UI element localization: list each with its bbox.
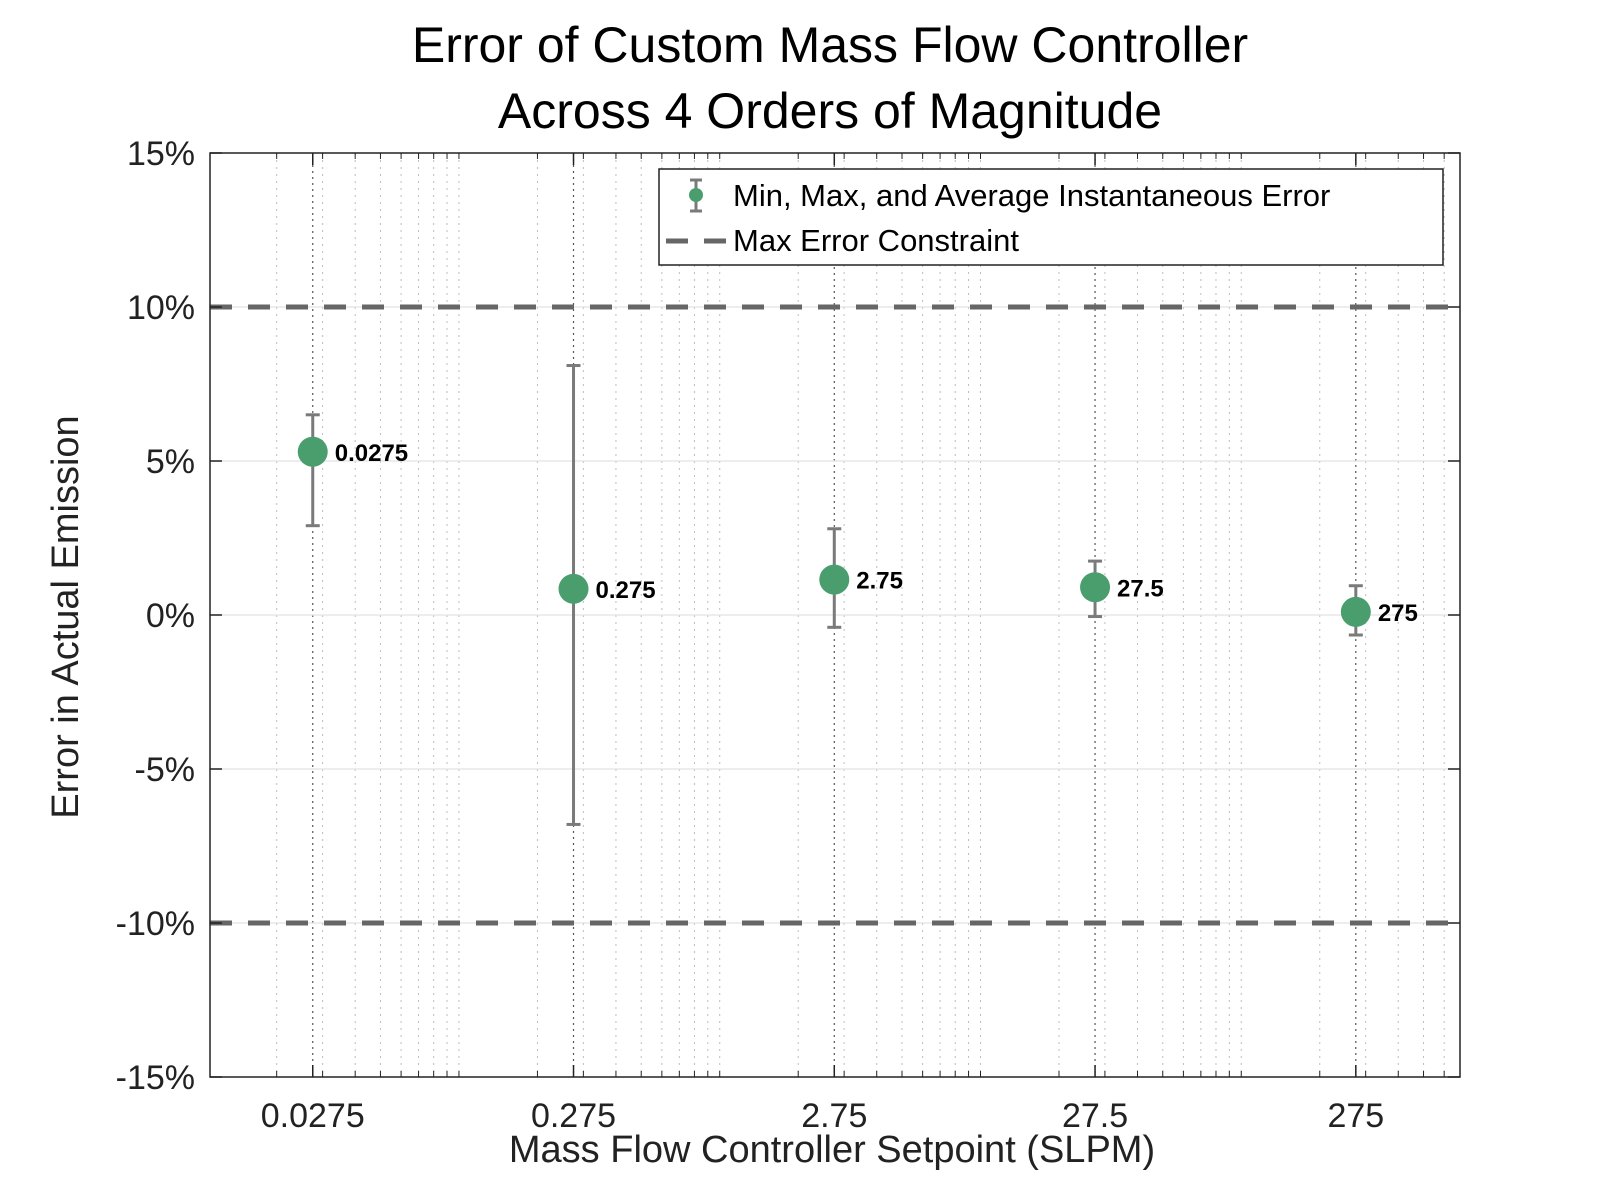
error-bars [305, 364, 1363, 826]
data-point [1080, 572, 1111, 603]
x-axis-label: Mass Flow Controller Setpoint (SLPM) [509, 1129, 1155, 1171]
data-point-label: 275 [1378, 600, 1418, 627]
axis-tick-marks [210, 152, 1460, 1078]
data-point [297, 436, 328, 467]
average-error-markers [297, 436, 1371, 627]
data-point-label: 0.275 [596, 577, 656, 604]
point-labels: 0.0275 0.275 2.75 27.5 275 [335, 440, 1418, 627]
max-error-constraint-lines [210, 304, 1460, 926]
y-axis-tick-labels: 15% 10% 5% 0% -5% -10% -15% [116, 135, 195, 1097]
x-tick-label: 0.0275 [261, 1097, 365, 1135]
data-point-label: 2.75 [856, 568, 903, 595]
data-point-label: 0.0275 [335, 440, 408, 467]
y-tick-label: 15% [127, 135, 195, 173]
x-axis-tick-labels: 0.0275 0.275 2.75 27.5 275 [261, 1097, 1384, 1135]
legend-label-constraint: Max Error Constraint [733, 223, 1019, 258]
y-tick-label: -15% [116, 1059, 195, 1097]
data-point [819, 564, 850, 595]
x-tick-label: 2.75 [801, 1097, 867, 1135]
y-tick-label: -5% [135, 751, 195, 789]
error-bar [305, 413, 320, 528]
y-tick-label: 10% [127, 289, 195, 327]
y-tick-label: 5% [146, 443, 195, 481]
y-tick-label: -10% [116, 905, 195, 943]
chart-title-line-2: Across 4 Orders of Magnitude [498, 83, 1162, 139]
y-tick-label: 0% [146, 597, 195, 635]
data-point [1340, 596, 1371, 627]
legend-marker-errorbar [689, 178, 703, 213]
legend-box [658, 168, 1444, 266]
data-point-label: 27.5 [1117, 575, 1164, 602]
y-axis-label: Error in Actual Emission [45, 415, 87, 818]
legend-label-errorbar: Min, Max, and Average Instantaneous Erro… [733, 178, 1330, 213]
data-point [558, 573, 589, 604]
legend: Min, Max, and Average Instantaneous Erro… [658, 168, 1444, 266]
chart-title: Error of Custom Mass Flow Controller Acr… [412, 17, 1248, 139]
x-tick-label: 275 [1327, 1097, 1384, 1135]
chart-title-line-1: Error of Custom Mass Flow Controller [412, 17, 1248, 73]
x-tick-label: 27.5 [1062, 1097, 1128, 1135]
x-tick-label: 0.275 [531, 1097, 616, 1135]
